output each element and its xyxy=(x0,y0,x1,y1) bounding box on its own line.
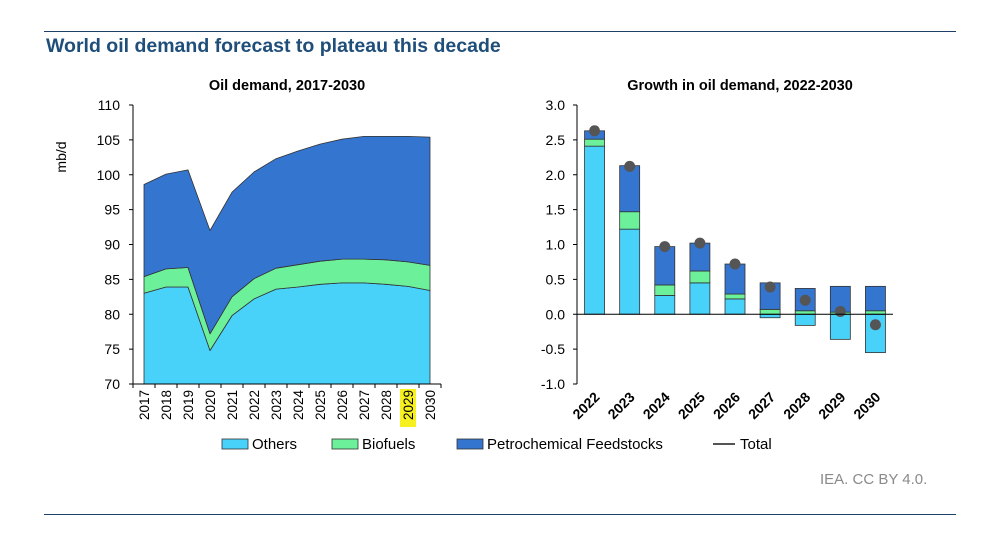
bar-biofuels xyxy=(724,293,746,300)
legend-label-biofuels: Biofuels xyxy=(362,436,415,453)
chart-1-y-tick-label: 80 xyxy=(104,306,120,322)
chart-2-y-tick-label: 1.5 xyxy=(546,202,566,218)
bar-petrochemical xyxy=(654,246,676,286)
total-point xyxy=(589,125,601,137)
chart-1-y-tick-label: 110 xyxy=(98,97,121,113)
chart-1-x-tick-label: 2024 xyxy=(291,390,306,421)
chart-1-x-tick-label: 2023 xyxy=(269,390,284,420)
bar-others xyxy=(689,282,711,315)
chart-2-y-tick-label: 0.5 xyxy=(546,271,566,287)
bar-biofuels xyxy=(584,138,605,147)
chart-1-x-highlight xyxy=(400,389,416,427)
bar-others xyxy=(794,313,816,326)
bottom-rule xyxy=(44,514,956,515)
chart-2-title: Growth in oil demand, 2022-2030 xyxy=(627,78,853,94)
chart-1-y-tick-label: 90 xyxy=(104,237,120,253)
chart-2-x-tick-label: 2029 xyxy=(815,389,848,422)
chart-1-x-tick-label: 2029 xyxy=(401,390,416,420)
chart-2-y-tick-label: 1.0 xyxy=(546,237,566,253)
bar-others xyxy=(759,313,781,319)
total-point xyxy=(729,258,741,270)
chart-2-x-tick-label: 2024 xyxy=(640,389,673,422)
legend-swatch-petrochemical xyxy=(456,438,484,450)
chart-2-x-tick-label: 2022 xyxy=(569,389,602,422)
bar-others xyxy=(619,228,641,315)
oil-demand-growth-bar-chart: Growth in oil demand, 2022-2030 -1.0 -0.5 0… xyxy=(541,78,893,422)
legend-label-petrochemical: Petrochemical Feedstocks xyxy=(487,436,663,453)
chart-1-y-tick-label: 105 xyxy=(97,132,121,148)
total-point xyxy=(834,305,846,317)
top-rule xyxy=(44,31,956,32)
chart-2-y-tick-label: 0.0 xyxy=(546,306,566,322)
chart-1-y-tick-label: 70 xyxy=(104,376,120,392)
legend-swatch-others xyxy=(221,438,249,450)
chart-1-x-tick-label: 2030 xyxy=(423,390,438,420)
chart-1-x-tick-label: 2021 xyxy=(225,390,240,420)
oil-demand-area-chart: Oil demand, 2017-2030 70 75 80 85 90 95 100 105 1… xyxy=(53,78,442,427)
chart-1-x-tick-label: 2022 xyxy=(247,390,262,420)
bar-biofuels xyxy=(794,310,816,315)
bar-others xyxy=(724,298,746,315)
chart-1-y-tick-label: 75 xyxy=(104,341,120,357)
chart-1-x-tick-label: 2017 xyxy=(137,390,152,420)
chart-1-y-axis-label: mb/d xyxy=(53,141,69,172)
legend-label-total: Total xyxy=(740,436,772,453)
bar-biofuels xyxy=(654,284,676,296)
bar-biofuels xyxy=(689,270,711,284)
chart-1-x-tick-label: 2028 xyxy=(379,390,394,420)
total-point xyxy=(624,160,636,172)
chart-1-y-tick-label: 95 xyxy=(104,202,120,218)
chart-2-y-tick-label: 3.0 xyxy=(546,97,566,113)
total-point xyxy=(659,241,671,253)
chart-1-y-tick-label: 85 xyxy=(104,271,120,287)
source-credit: IEA. CC BY 4.0. xyxy=(820,471,928,488)
chart-2-x-tick-label: 2028 xyxy=(780,389,813,422)
chart-2-x-tick-label: 2023 xyxy=(604,389,637,422)
chart-1-x-tick-label: 2026 xyxy=(335,390,350,420)
chart-1-title: Oil demand, 2017-2030 xyxy=(209,78,365,94)
chart-1-x-tick-label: 2020 xyxy=(203,390,218,420)
bar-others xyxy=(584,145,605,315)
page-title: World oil demand forecast to plateau thi… xyxy=(46,35,501,57)
legend-label-others: Others xyxy=(252,436,297,453)
bar-petrochemical xyxy=(619,165,641,213)
chart-1-y-tick-label: 100 xyxy=(97,167,121,183)
chart-2-y-tick-label: 2.0 xyxy=(546,167,566,183)
chart-2-x-tick-label: 2026 xyxy=(710,389,743,422)
chart-1-x-tick-label: 2018 xyxy=(159,390,174,420)
chart-2-x-tick-label: 2025 xyxy=(675,389,708,422)
area-others xyxy=(143,282,431,385)
chart-1-x-tick-label: 2027 xyxy=(357,390,372,420)
bar-others xyxy=(654,295,676,315)
bar-biofuels xyxy=(865,310,886,315)
chart-2-x-tick-label: 2027 xyxy=(745,389,778,422)
chart-1-x-tick-label: 2025 xyxy=(313,390,328,420)
total-point xyxy=(799,294,811,306)
legend-swatch-biofuels xyxy=(331,438,359,450)
total-point xyxy=(694,237,706,249)
chart-2-y-tick-label: 2.5 xyxy=(546,132,566,148)
chart-2-y-tick-label: -0.5 xyxy=(541,341,565,357)
total-point xyxy=(869,319,881,331)
bar-biofuels xyxy=(619,211,641,230)
chart-1-x-tick-label: 2019 xyxy=(181,390,196,420)
area-petrochemical xyxy=(143,136,431,335)
bar-petrochemical xyxy=(865,285,886,312)
chart-2-x-tick-label: 2030 xyxy=(850,389,883,422)
chart-2-y-tick-label: -1.0 xyxy=(541,376,565,392)
chart-legend: Others Biofuels Petrochemical Feedstocks To… xyxy=(221,436,772,453)
bar-biofuels xyxy=(759,308,781,315)
bar-others xyxy=(829,313,851,340)
total-point xyxy=(764,281,776,293)
